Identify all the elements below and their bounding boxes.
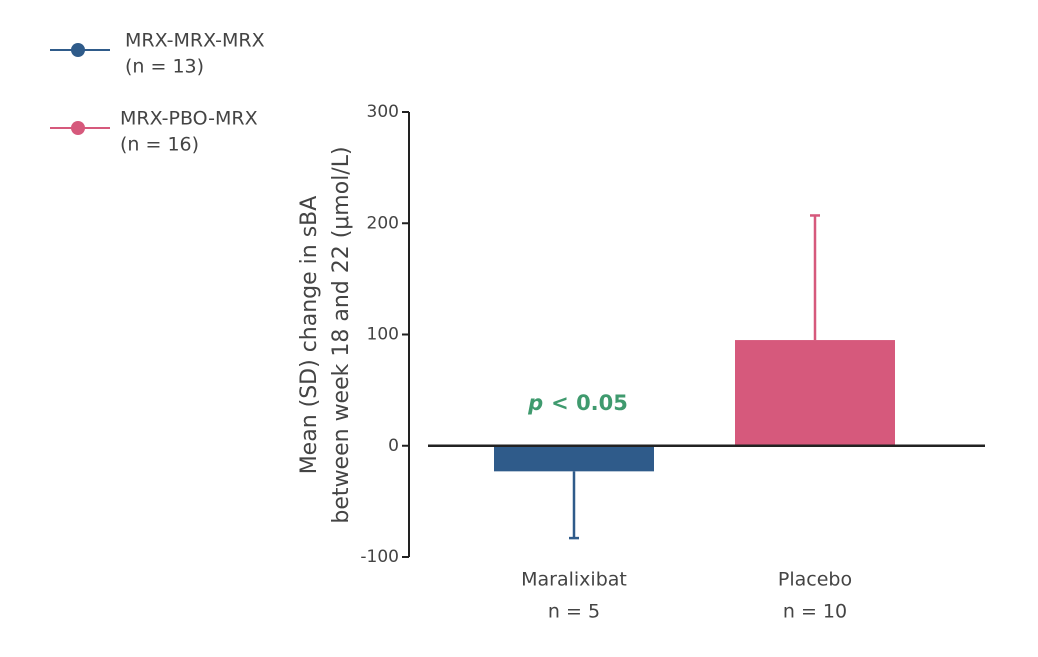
y-tick-label: 200	[367, 213, 399, 233]
annotation-italic: p	[527, 391, 543, 415]
legend-note: (n = 16)	[120, 134, 199, 156]
bar	[735, 340, 895, 446]
y-tick-label: 0	[388, 436, 399, 456]
legend-label: MRX-PBO-MRX	[120, 108, 258, 130]
legend-marker	[71, 43, 85, 57]
legend-label: MRX-MRX-MRX	[125, 30, 265, 52]
x-tick-note: n = 10	[783, 601, 847, 623]
legend-note: (n = 13)	[125, 56, 204, 78]
y-tick-label: 300	[367, 102, 399, 122]
bar	[494, 445, 654, 472]
y-axis-label: between week 18 and 22 (μmol/L)	[329, 146, 354, 523]
annotation: p < 0.05	[527, 391, 628, 415]
y-tick-label: -100	[360, 547, 399, 567]
legend-marker	[71, 121, 85, 135]
x-tick-note: n = 5	[548, 601, 600, 623]
x-tick-label: Maralixibat	[521, 569, 627, 591]
y-axis-label: Mean (SD) change in sBA	[297, 196, 322, 475]
annotation-text: < 0.05	[551, 391, 628, 415]
y-tick-label: 100	[367, 325, 399, 345]
x-tick-label: Placebo	[778, 569, 852, 591]
